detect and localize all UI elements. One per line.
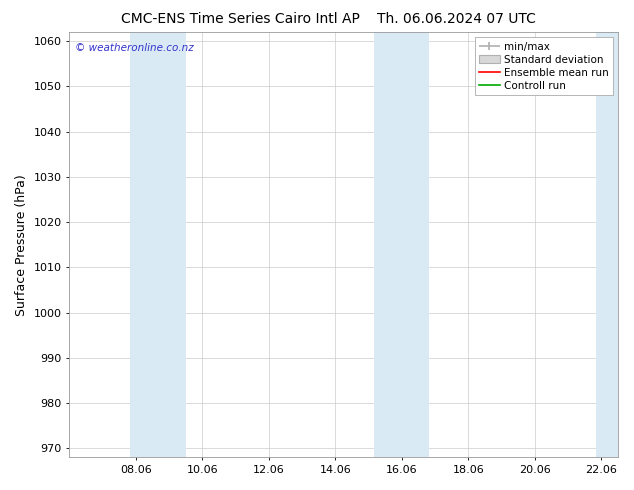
Text: © weatheronline.co.nz: © weatheronline.co.nz	[75, 43, 193, 53]
Text: CMC-ENS Time Series Cairo Intl AP: CMC-ENS Time Series Cairo Intl AP	[122, 12, 360, 26]
Bar	[596, 32, 618, 457]
Text: Th. 06.06.2024 07 UTC: Th. 06.06.2024 07 UTC	[377, 12, 536, 26]
Bar	[130, 32, 186, 457]
Bar	[374, 32, 429, 457]
Y-axis label: Surface Pressure (hPa): Surface Pressure (hPa)	[15, 174, 28, 316]
Legend: min/max, Standard deviation, Ensemble mean run, Controll run: min/max, Standard deviation, Ensemble me…	[475, 37, 612, 95]
